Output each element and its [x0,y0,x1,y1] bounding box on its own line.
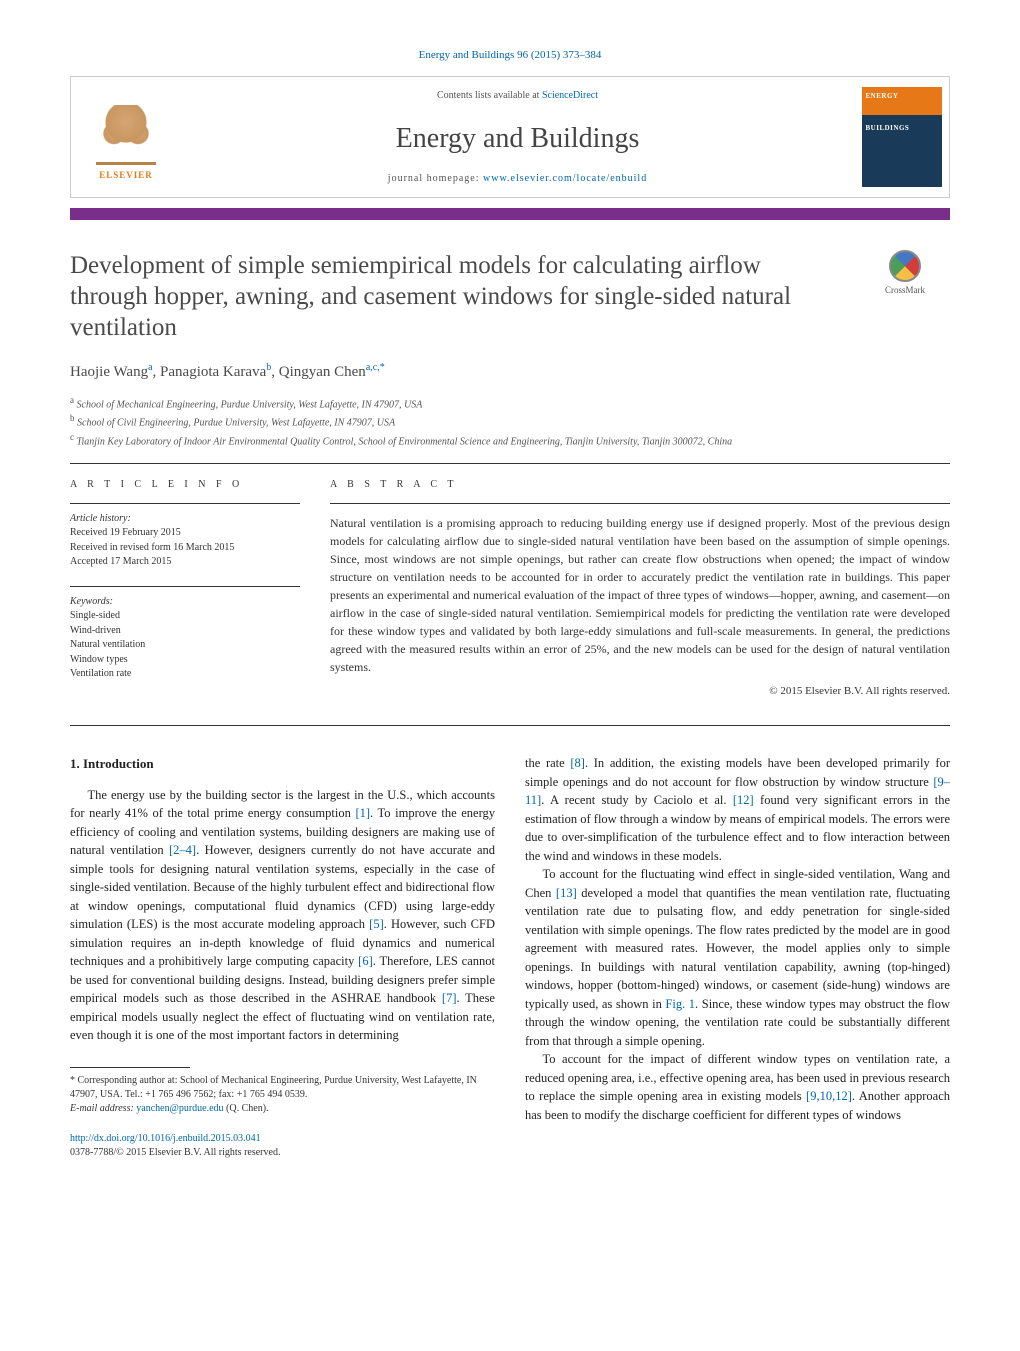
header-citation: Energy and Buildings 96 (2015) 373–384 [70,48,950,64]
ref-2-4[interactable]: [2–4] [169,843,196,857]
p1i: . A recent study by Caciolo et al. [541,793,733,807]
sciencedirect-link[interactable]: ScienceDirect [542,90,598,101]
masthead-center: Contents lists available at ScienceDirec… [181,77,854,197]
history-0: Received 19 February 2015 [70,527,181,538]
corr-marker: * [70,1075,75,1086]
section-heading: 1. Introduction [70,754,495,773]
footnote-rule [70,1067,190,1068]
ref-13[interactable]: [13] [556,886,577,900]
body-columns: 1. Introduction The energy use by the bu… [70,754,950,1159]
info-heading: A R T I C L E I N F O [70,478,300,493]
email-label: E-mail address: [70,1103,136,1114]
keywords-label: Keywords: [70,596,113,607]
journal-name: Energy and Buildings [191,119,844,160]
crossmark-badge[interactable]: CrossMark [860,250,950,297]
ref-9-10-12[interactable]: [9,10,12] [806,1089,852,1103]
accent-bar [70,208,950,220]
issn-line: 0378-7788/© 2015 Elsevier B.V. All right… [70,1147,280,1158]
title-row: Development of simple semiempirical mode… [70,250,950,344]
doi-link[interactable]: http://dx.doi.org/10.1016/j.enbuild.2015… [70,1133,261,1144]
para-1-col2: the rate [8]. In addition, the existing … [525,754,950,865]
article-title: Development of simple semiempirical mode… [70,250,840,344]
abstract-text: Natural ventilation is a promising appro… [330,514,950,676]
publisher-cell: ELSEVIER [71,77,181,197]
kw-3: Window types [70,654,128,665]
p1h: . In addition, the existing models have … [525,756,950,789]
ref-7[interactable]: [7] [442,991,457,1005]
abstract-heading: A B S T R A C T [330,478,950,493]
bottom-meta: http://dx.doi.org/10.1016/j.enbuild.2015… [70,1132,495,1160]
info-rule-1 [70,503,300,504]
para-1-col1: The energy use by the building sector is… [70,786,495,1045]
homepage-prefix: journal homepage: [388,173,483,184]
homepage-line: journal homepage: www.elsevier.com/locat… [191,172,844,187]
kw-2: Natural ventilation [70,639,145,650]
section-title: Introduction [83,756,154,771]
kw-1: Wind-driven [70,625,121,636]
rule-bottom [70,725,950,726]
contents-line: Contents lists available at ScienceDirec… [191,89,844,104]
cover-title-top: ENERGY [866,91,938,101]
p1g: the rate [525,756,570,770]
crossmark-label: CrossMark [885,284,925,297]
authors-line: Haojie Wanga, Panagiota Karavab, Qingyan… [70,361,950,384]
meta-row: A R T I C L E I N F O Article history: R… [70,464,950,715]
history-1: Received in revised form 16 March 2015 [70,542,234,553]
p2b: developed a model that quantifies the me… [525,886,950,1011]
homepage-link[interactable]: www.elsevier.com/locate/enbuild [483,173,647,184]
kw-4: Ventilation rate [70,668,131,679]
cover-title-bottom: BUILDINGS [866,123,938,133]
affiliations: a School of Mechanical Engineering, Purd… [70,394,950,449]
crossmark-icon [882,243,927,288]
email-link[interactable]: yanchen@purdue.edu [136,1103,223,1114]
masthead: ELSEVIER Contents lists available at Sci… [70,76,950,198]
elsevier-logo[interactable]: ELSEVIER [86,92,166,182]
cover-cell: ENERGY BUILDINGS [854,77,949,197]
history-label: Article history: [70,513,131,524]
abstract-block: A B S T R A C T Natural ventilation is a… [330,478,950,699]
ref-8[interactable]: [8] [570,756,585,770]
ref-1[interactable]: [1] [355,806,370,820]
kw-0: Single-sided [70,610,120,621]
ref-6[interactable]: [6] [358,954,373,968]
ref-fig1[interactable]: Fig. 1 [665,997,695,1011]
elsevier-tree-icon [96,105,156,165]
info-rule-2 [70,586,300,587]
para-2: To account for the fluctuating wind effe… [525,865,950,1050]
article-info: A R T I C L E I N F O Article history: R… [70,478,300,699]
para-3: To account for the impact of different w… [525,1050,950,1124]
corr-text: Corresponding author at: School of Mecha… [70,1075,477,1100]
journal-cover-icon[interactable]: ENERGY BUILDINGS [862,87,942,187]
ref-5[interactable]: [5] [369,917,384,931]
history-2: Accepted 17 March 2015 [70,556,171,567]
email-person: (Q. Chen). [224,1103,269,1114]
keywords-block: Keywords: Single-sided Wind-driven Natur… [70,595,300,682]
footnotes: * Corresponding author at: School of Mec… [70,1074,495,1116]
publisher-name: ELSEVIER [99,169,153,182]
abstract-copyright: © 2015 Elsevier B.V. All rights reserved… [330,684,950,700]
history-block: Article history: Received 19 February 20… [70,512,300,570]
abstract-rule [330,503,950,504]
contents-prefix: Contents lists available at [437,90,542,101]
ref-12[interactable]: [12] [733,793,754,807]
citation-link[interactable]: Energy and Buildings 96 (2015) 373–384 [419,49,602,61]
section-number: 1. [70,756,80,771]
